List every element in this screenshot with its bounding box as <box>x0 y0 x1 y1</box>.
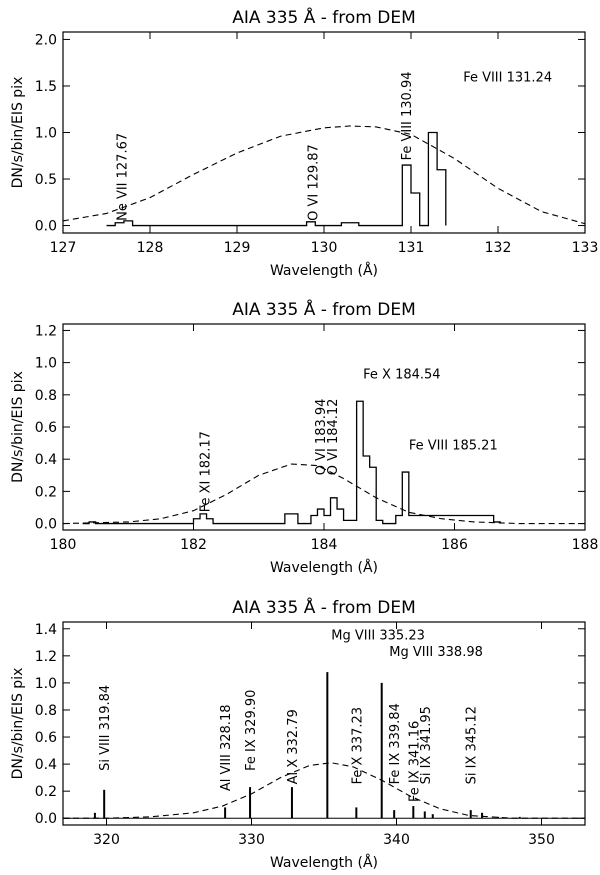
line-annotation: Si IX 345.12 <box>465 706 480 784</box>
x-tick-label: 182 <box>180 537 207 553</box>
x-tick-label: 180 <box>50 537 77 553</box>
response-curve <box>62 463 585 525</box>
y-tick-label: 1.2 <box>35 649 57 665</box>
y-tick-label: 0.6 <box>35 420 57 436</box>
plot-frame <box>62 31 586 234</box>
line-annotation: O VI 183.94 <box>314 399 329 476</box>
x-tick-label: 133 <box>572 240 599 256</box>
line-annotation: Al VIII 328.18 <box>219 705 234 792</box>
y-axis-label: DN/s/bin/EIS pix <box>10 371 26 483</box>
y-tick-label: 0.4 <box>35 757 57 773</box>
y-tick-label: 0.4 <box>35 452 57 468</box>
x-tick-label: 184 <box>311 537 338 553</box>
y-axis-label: DN/s/bin/EIS pix <box>10 668 26 780</box>
x-axis-label: Wavelength (Å) <box>270 559 378 576</box>
line-annotation: Mg VIII 335.23 <box>331 629 425 644</box>
line-annotation: Fe VIII 131.24 <box>463 70 552 85</box>
y-tick-label: 0.0 <box>35 517 57 533</box>
y-tick-label: 1.0 <box>35 676 57 692</box>
line-annotation: Fe X 337.23 <box>350 707 365 784</box>
x-axis-label: Wavelength (Å) <box>270 262 378 279</box>
line-annotation: O VI 184.12 <box>326 399 341 476</box>
line-annotation: Fe IX 341.16 <box>407 721 422 802</box>
x-tick-label: 320 <box>93 832 120 848</box>
x-tick-label: 350 <box>528 832 555 848</box>
response-curve <box>62 125 586 225</box>
y-tick-label: 0.0 <box>35 219 57 235</box>
line-annotation: Al X 332.79 <box>286 709 301 784</box>
x-tick-label: 186 <box>441 537 468 553</box>
x-tick-label: 340 <box>383 832 410 848</box>
chart-1: AIA 335 Å - from DEM Wavelength (Å) DN/s/b… <box>10 6 598 279</box>
chart-3: AIA 335 Å - from DEM Wavelength (Å) DN/s/b… <box>10 596 586 871</box>
line-annotation: Si VIII 319.84 <box>98 685 113 771</box>
response-curve <box>63 762 585 819</box>
line-annotation: Si IX 341.95 <box>419 706 434 784</box>
line-annotation: Mg VIII 338.98 <box>389 645 483 660</box>
x-tick-label: 127 <box>50 240 77 256</box>
y-tick-label: 1.4 <box>35 622 57 638</box>
x-tick-label: 129 <box>224 240 251 256</box>
x-tick-label: 132 <box>485 240 512 256</box>
x-tick-label: 128 <box>137 240 164 256</box>
chart-2: AIA 335 Å - from DEM Wavelength (Å) DN/s/b… <box>10 298 598 576</box>
y-tick-label: 0.8 <box>35 703 57 719</box>
y-tick-label: 0.8 <box>35 388 57 404</box>
line-annotation: Fe IX 329.90 <box>244 690 259 771</box>
line-annotation: Ne VII 127.67 <box>115 133 130 221</box>
chart-title: AIA 335 Å - from DEM <box>232 596 416 618</box>
chart-title: AIA 335 Å - from DEM <box>232 6 416 28</box>
line-annotation: O VI 129.87 <box>307 144 322 221</box>
x-tick-label: 188 <box>572 537 599 553</box>
line-annotation: Fe IX 339.84 <box>388 703 403 784</box>
x-tick-label: 130 <box>311 240 338 256</box>
y-axis-label: DN/s/bin/EIS pix <box>10 77 26 189</box>
chart-title: AIA 335 Å - from DEM <box>232 298 416 320</box>
y-tick-label: 0.2 <box>35 784 57 800</box>
y-tick-label: 0.6 <box>35 730 57 746</box>
y-tick-label: 0.0 <box>35 811 57 827</box>
line-annotation: Fe X 184.54 <box>363 368 440 383</box>
line-annotation: Fe VIII 185.21 <box>409 439 498 454</box>
y-tick-label: 1.2 <box>35 323 57 339</box>
y-tick-label: 1.5 <box>35 79 57 95</box>
plot-frame <box>62 621 586 826</box>
x-axis-label: Wavelength (Å) <box>270 854 378 871</box>
y-tick-label: 0.2 <box>35 484 57 500</box>
y-tick-label: 0.5 <box>35 172 57 188</box>
y-tick-label: 2.0 <box>35 32 57 48</box>
line-annotation: Fe VIII 130.94 <box>400 71 415 160</box>
spectrum-histogram <box>106 131 447 227</box>
x-tick-label: 330 <box>238 832 265 848</box>
y-tick-label: 1.0 <box>35 126 57 142</box>
line-annotation: Fe XI 182.17 <box>199 431 214 512</box>
x-tick-label: 131 <box>398 240 425 256</box>
y-tick-label: 1.0 <box>35 356 57 372</box>
spectrum-histogram <box>82 400 501 525</box>
